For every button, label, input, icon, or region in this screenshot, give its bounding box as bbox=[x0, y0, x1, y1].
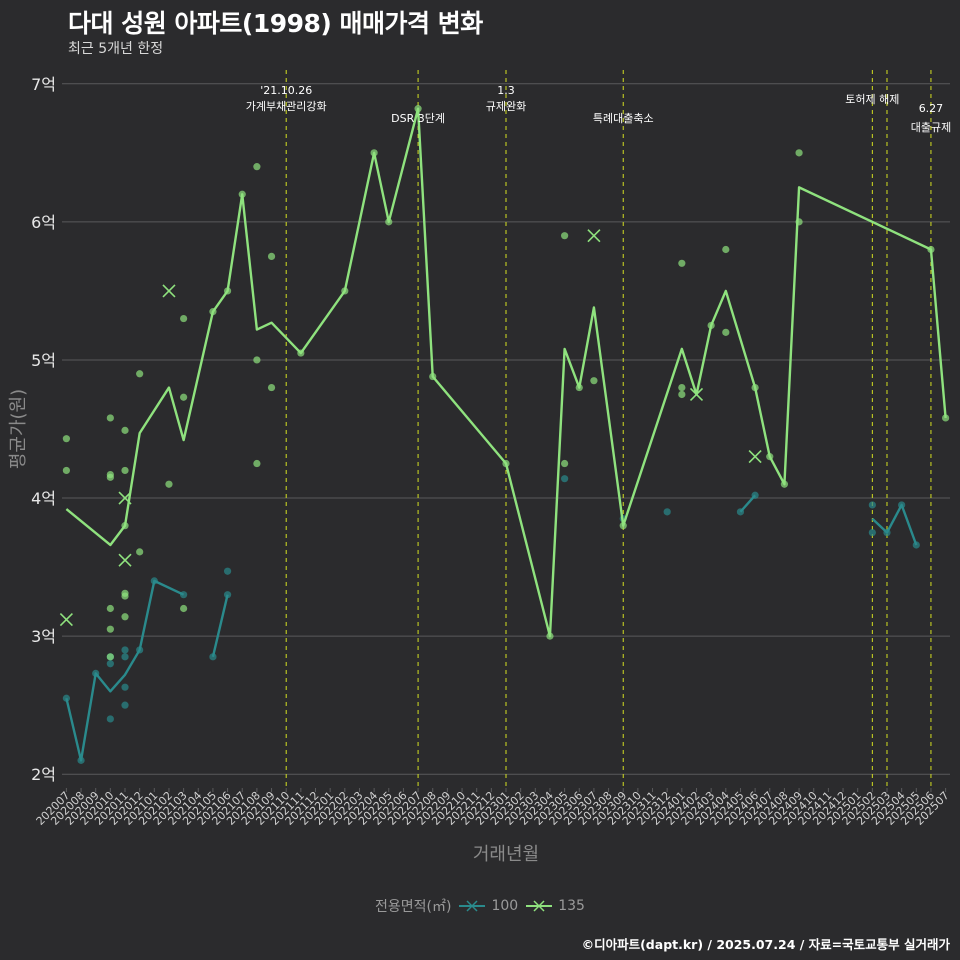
cross-marker-135 bbox=[59, 612, 73, 627]
data-point-135 bbox=[180, 393, 188, 401]
data-point-135 bbox=[165, 480, 173, 488]
event-label: 가계부채관리강화 bbox=[246, 100, 327, 113]
event-label: DSR 3단계 bbox=[391, 112, 445, 125]
data-point-135 bbox=[106, 604, 114, 613]
legend-item-135: 135 bbox=[524, 898, 585, 914]
data-point-135 bbox=[267, 252, 276, 261]
data-point-135 bbox=[106, 625, 114, 633]
data-point-100 bbox=[868, 528, 876, 537]
chart-title: 다대 성원 아파트(1998) 매매가격 변화 bbox=[68, 9, 483, 38]
y-tick-label: 7억 bbox=[31, 75, 56, 94]
data-point-135 bbox=[62, 435, 70, 443]
legend-item-100: 100 bbox=[457, 898, 518, 914]
y-tick-label: 5억 bbox=[31, 351, 56, 370]
data-point-135 bbox=[590, 377, 598, 385]
legend-title: 전용면적(㎡) bbox=[375, 899, 452, 915]
cross-marker-135 bbox=[748, 450, 762, 464]
data-point-135 bbox=[942, 414, 950, 422]
data-point-100 bbox=[121, 683, 129, 691]
cross-marker-135 bbox=[118, 553, 132, 567]
data-point-100 bbox=[106, 715, 114, 723]
data-point-100 bbox=[121, 701, 129, 709]
legend: 전용면적(㎡) 100 135 bbox=[0, 896, 960, 916]
data-point-135 bbox=[253, 163, 261, 171]
legend-label-100: 100 bbox=[491, 898, 519, 914]
data-point-135 bbox=[561, 232, 569, 240]
series-line-100 bbox=[739, 494, 757, 513]
y-tick-label: 4억 bbox=[31, 489, 56, 508]
data-point-135 bbox=[795, 149, 803, 157]
data-point-100 bbox=[663, 508, 671, 516]
event-label: 토허제 해제 bbox=[845, 92, 899, 106]
y-axis-title: 평균가(원) bbox=[8, 389, 29, 469]
data-point-135 bbox=[136, 548, 144, 556]
event-label: 규제완화 bbox=[486, 100, 526, 113]
data-point-135 bbox=[121, 426, 129, 434]
data-point-135 bbox=[121, 466, 129, 475]
series-line-100 bbox=[211, 594, 229, 658]
data-point-100 bbox=[223, 567, 232, 575]
chart-subtitle: 최근 5개년 한정 bbox=[68, 41, 164, 57]
data-point-135 bbox=[722, 328, 730, 336]
series-line-100 bbox=[65, 579, 185, 762]
data-point-135 bbox=[136, 370, 144, 378]
cross-marker-135 bbox=[587, 229, 601, 243]
data-point-135 bbox=[678, 259, 686, 267]
data-point-135 bbox=[253, 459, 261, 468]
data-point-135 bbox=[180, 604, 188, 613]
data-point-100 bbox=[561, 475, 569, 483]
event-label: '21.10.26 bbox=[260, 84, 312, 97]
legend-label-135: 135 bbox=[558, 898, 585, 914]
legend-key-135-icon bbox=[526, 900, 553, 912]
event-label: 특례대출축소 bbox=[593, 112, 654, 125]
data-point-135 bbox=[678, 383, 686, 392]
data-point-135 bbox=[267, 383, 276, 392]
data-point-100 bbox=[868, 501, 876, 509]
data-point-135 bbox=[121, 592, 129, 600]
event-label: 1.3 bbox=[497, 84, 515, 97]
data-point-135 bbox=[722, 245, 730, 254]
caption: ©디아파트(dapt.kr) / 2025.07.24 / 자료=국토교통부 실… bbox=[581, 937, 950, 952]
y-tick-label: 3억 bbox=[31, 627, 56, 646]
data-point-135 bbox=[561, 459, 569, 468]
cross-marker-135 bbox=[118, 491, 132, 505]
series-line-135 bbox=[65, 107, 947, 638]
x-axis-title: 거래년월 bbox=[473, 844, 539, 865]
y-tick-label: 6억 bbox=[31, 213, 56, 232]
y-tick-label: 2억 bbox=[31, 765, 56, 784]
data-point-135 bbox=[106, 414, 114, 422]
cross-marker-135 bbox=[162, 284, 176, 298]
event-label: 6.27 bbox=[919, 102, 944, 115]
data-point-135 bbox=[678, 390, 686, 399]
series-line-100 bbox=[871, 503, 918, 546]
data-point-135 bbox=[121, 613, 129, 621]
cross-marker-135 bbox=[689, 387, 704, 402]
event-label: 대출규제 bbox=[911, 121, 951, 134]
data-point-135 bbox=[253, 356, 261, 364]
data-point-135 bbox=[106, 473, 114, 481]
legend-key-100-icon bbox=[459, 900, 486, 912]
data-point-135 bbox=[106, 653, 114, 661]
data-point-135 bbox=[62, 466, 70, 475]
data-point-100 bbox=[121, 646, 129, 654]
data-point-100 bbox=[106, 660, 114, 668]
data-point-135 bbox=[180, 314, 188, 323]
data-point-100 bbox=[121, 653, 129, 661]
